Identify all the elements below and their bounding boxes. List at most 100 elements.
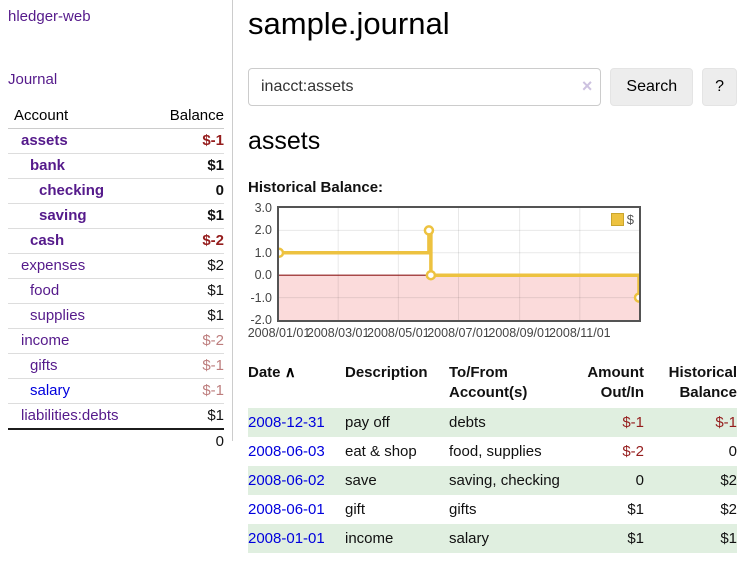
transaction-row: 2008-06-03 eat & shop food, supplies $-2 0 [248, 437, 737, 466]
account-link-saving[interactable]: saving [39, 207, 87, 224]
account-heading: assets [248, 127, 321, 155]
transaction-balance: $1 [720, 530, 737, 547]
search-button[interactable]: Search [610, 68, 694, 106]
account-link-assets[interactable]: assets [21, 132, 68, 149]
account-row: saving $1 [8, 203, 224, 229]
transaction-amount: $1 [627, 530, 644, 547]
register-col-description: Description [345, 364, 428, 381]
account-link-income[interactable]: income [21, 332, 70, 349]
transaction-description: income [345, 530, 394, 547]
x-axis-tick-label: 2008/03/01 [306, 326, 370, 340]
register-col-date[interactable]: Date ∧ [248, 364, 296, 381]
chart-title: Historical Balance: [248, 179, 384, 196]
account-link-expenses[interactable]: expenses [21, 257, 86, 274]
register-col-amount-out-in: Amount Out/In [587, 364, 644, 401]
transaction-date-link[interactable]: 2008-06-02 [248, 472, 325, 489]
transaction-balance: $2 [720, 472, 737, 489]
account-link-bank[interactable]: bank [30, 157, 66, 174]
transaction-row: 2008-06-01 gift gifts $1 $2 [248, 495, 737, 524]
y-axis-tick-label: -1.0 [250, 290, 272, 305]
x-axis-tick-label: 2008/09/01 [488, 326, 551, 340]
register-col-to-from-account-s-: To/From Account(s) [449, 364, 528, 401]
account-row: bank $1 [8, 153, 224, 179]
account-link-food[interactable]: food [30, 282, 60, 299]
y-axis-tick-label: 3.0 [254, 201, 272, 215]
search-box: × [248, 68, 602, 106]
clear-search-icon[interactable]: × [581, 76, 593, 96]
account-row: checking 0 [8, 178, 224, 204]
accounts-table: Account Balance assets $-1 bank $1 checking 0… [8, 104, 224, 454]
historical-balance-chart: $ 3.0 2.0 1.0 0.0 -1.0 -2.0 2008/01/01 2008/03/… [248, 201, 737, 346]
transaction-accounts: salary [449, 530, 490, 547]
x-axis-tick-label: 2008/01/01 [247, 326, 311, 340]
account-balance: $1 [207, 407, 224, 424]
account-balance: 0 [215, 182, 224, 199]
search-input[interactable] [248, 68, 602, 106]
transaction-description: gift [345, 501, 366, 518]
chart-plot-area: $ [277, 206, 641, 322]
transaction-accounts: gifts [449, 501, 477, 518]
transaction-date-link[interactable]: 2008-06-03 [248, 443, 325, 460]
transaction-balance: 0 [728, 443, 737, 460]
account-balance: $-2 [202, 232, 224, 249]
x-axis-tick-label: 2008/05/01 [367, 326, 430, 340]
account-row: expenses $2 [8, 253, 224, 279]
transaction-date-link[interactable]: 2008-01-01 [248, 530, 325, 547]
x-axis-tick-label: 2008/07/01 [427, 326, 490, 340]
y-axis-tick-label: 0.0 [254, 268, 272, 283]
legend-swatch-icon [610, 213, 624, 226]
account-link-salary[interactable]: salary [30, 382, 71, 399]
app-brand-link[interactable]: hledger-web [8, 8, 91, 25]
page-title: sample.journal [248, 6, 450, 41]
transaction-date-link[interactable]: 2008-12-31 [248, 414, 325, 431]
account-link-checking[interactable]: checking [39, 182, 105, 199]
register-header-row: Date ∧ Description To/From Account(s) Amoun… [248, 363, 737, 408]
transaction-balance: $-1 [715, 414, 737, 431]
accounts-col-balance: Balance [147, 104, 224, 129]
transaction-amount: $-2 [622, 443, 644, 460]
accounts-total-row: 0 [8, 428, 224, 454]
accounts-col-account: Account [8, 104, 148, 129]
account-balance: $1 [207, 307, 224, 324]
account-link-supplies[interactable]: supplies [30, 307, 86, 324]
accounts-total-value: 0 [147, 428, 224, 454]
transaction-amount: $1 [627, 501, 644, 518]
y-axis-tick-label: 2.0 [254, 223, 272, 238]
account-balance: $-1 [202, 382, 224, 399]
account-row: food $1 [8, 278, 224, 304]
y-axis-tick-label: 1.0 [254, 245, 272, 260]
main-content: sample.journal × Search ? assets Histori… [248, 0, 737, 553]
account-row: liabilities:debts $1 [8, 403, 224, 430]
account-balance: $2 [207, 257, 224, 274]
chart-svg [279, 208, 639, 320]
transaction-accounts: saving, checking [449, 472, 560, 489]
transaction-amount: 0 [635, 472, 644, 489]
account-link-liabilities-debts[interactable]: liabilities:debts [21, 407, 119, 424]
transaction-date-link[interactable]: 2008-06-01 [248, 501, 325, 518]
search-form: × Search ? [248, 68, 737, 106]
transaction-description: pay off [345, 414, 390, 431]
help-button[interactable]: ? [702, 68, 737, 106]
account-link-cash[interactable]: cash [30, 232, 65, 249]
accounts-header-row: Account Balance [8, 104, 224, 129]
transaction-row: 2008-06-02 save saving, checking 0 $2 [248, 466, 737, 495]
sort-asc-icon: ∧ [284, 364, 296, 381]
account-balance: $-1 [202, 132, 224, 149]
transaction-description: eat & shop [345, 443, 417, 460]
register-table: Date ∧ Description To/From Account(s) Amoun… [248, 363, 737, 553]
account-balance: $1 [207, 207, 224, 224]
transaction-balance: $2 [720, 501, 737, 518]
account-row: supplies $1 [8, 303, 224, 329]
account-row: gifts $-1 [8, 353, 224, 379]
transaction-row: 2008-12-31 pay off debts $-1 $-1 [248, 408, 737, 437]
sidebar-journal-link[interactable]: Journal [8, 71, 58, 88]
transaction-accounts: debts [449, 414, 486, 431]
account-balance: $-2 [202, 332, 224, 349]
account-row: cash $-2 [8, 228, 224, 254]
register-col-historical-balance: Historical Balance [668, 364, 737, 401]
transaction-row: 2008-01-01 income salary $1 $1 [248, 524, 737, 553]
transaction-amount: $-1 [622, 414, 644, 431]
legend-label: $ [626, 212, 634, 227]
account-balance: $-1 [202, 357, 224, 374]
account-link-gifts[interactable]: gifts [30, 357, 58, 374]
